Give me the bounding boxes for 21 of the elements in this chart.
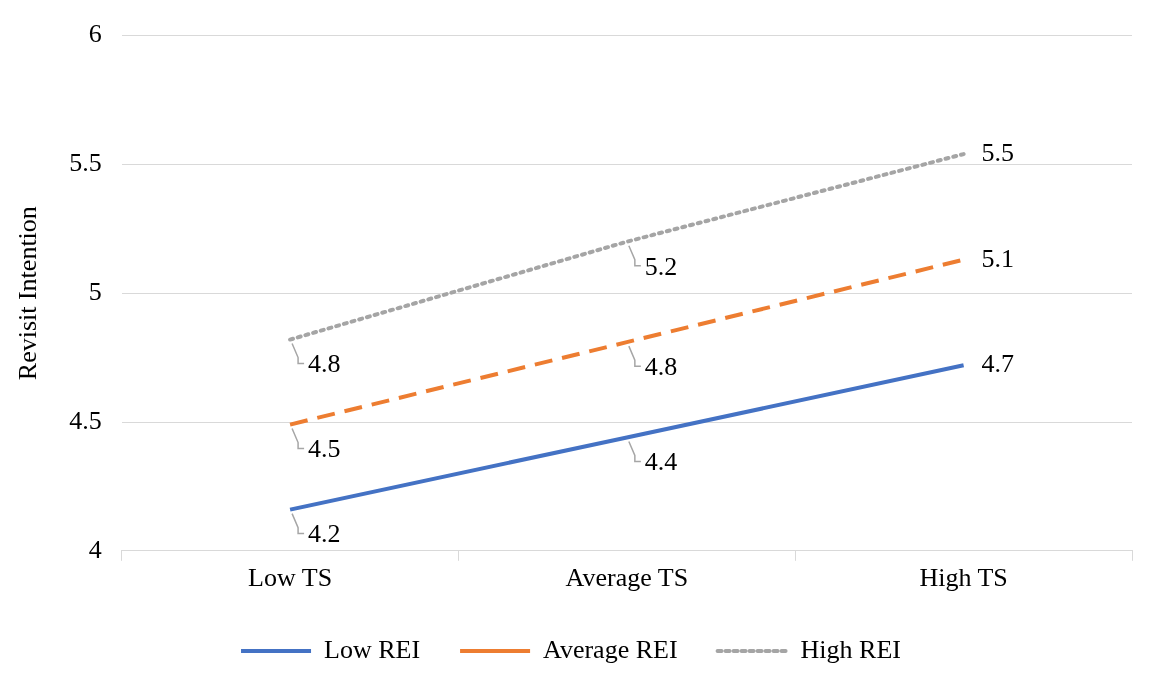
x-tick-label: Low TS <box>248 563 333 593</box>
data-label: 4.4 <box>644 447 678 477</box>
legend-label: Low REI <box>324 634 421 664</box>
data-label: 4.2 <box>308 519 341 549</box>
y-axis-title: Revisit Intention <box>13 206 43 381</box>
data-label: 4.8 <box>644 351 678 381</box>
y-tick-label: 4.5 <box>69 405 102 435</box>
data-label: 5.5 <box>981 137 1015 167</box>
data-label: 4.8 <box>308 349 341 379</box>
legend-label: Average REI <box>543 634 678 664</box>
y-tick-label: 6 <box>88 19 102 49</box>
y-tick-label: 4 <box>88 534 102 564</box>
x-tick-label: High TS <box>919 563 1008 593</box>
x-tick-label: Average TS <box>565 563 689 593</box>
legend-label: High REI <box>800 634 901 664</box>
data-label: 4.5 <box>308 434 341 464</box>
y-tick-label: 5.5 <box>69 148 102 178</box>
data-label: 5.2 <box>644 251 678 281</box>
y-tick-label: 5 <box>88 277 102 307</box>
data-label: 4.7 <box>981 349 1015 379</box>
data-label: 5.1 <box>981 243 1015 273</box>
